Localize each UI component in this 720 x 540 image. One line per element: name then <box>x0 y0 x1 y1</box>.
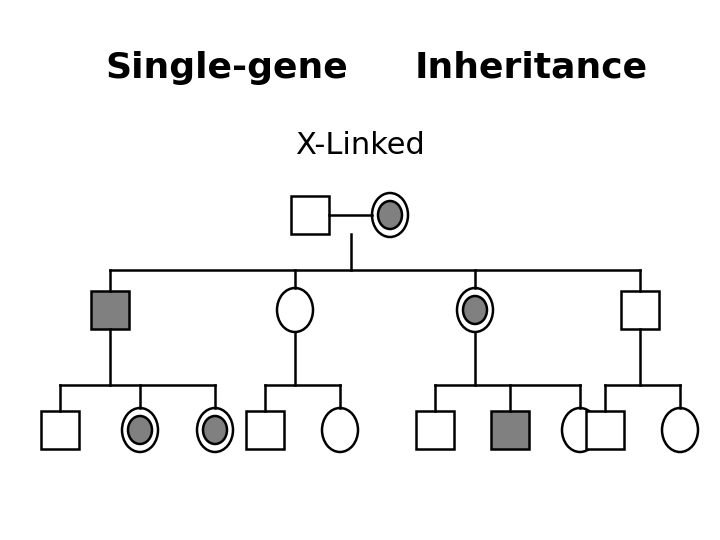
Bar <box>41 411 79 449</box>
Ellipse shape <box>277 288 313 332</box>
Ellipse shape <box>457 288 493 332</box>
Ellipse shape <box>322 408 358 452</box>
Ellipse shape <box>463 296 487 324</box>
Text: Single-gene: Single-gene <box>105 51 348 85</box>
Ellipse shape <box>372 193 408 237</box>
Ellipse shape <box>378 201 402 229</box>
Ellipse shape <box>662 408 698 452</box>
Bar <box>491 411 529 449</box>
Bar <box>416 411 454 449</box>
Ellipse shape <box>197 408 233 452</box>
Bar <box>91 291 129 329</box>
Text: X-Linked: X-Linked <box>295 131 425 159</box>
Bar <box>586 411 624 449</box>
Text: Inheritance: Inheritance <box>415 51 648 85</box>
Ellipse shape <box>562 408 598 452</box>
Ellipse shape <box>128 416 152 444</box>
Bar <box>291 196 329 234</box>
Bar <box>246 411 284 449</box>
Bar <box>621 291 659 329</box>
Ellipse shape <box>122 408 158 452</box>
Ellipse shape <box>203 416 227 444</box>
